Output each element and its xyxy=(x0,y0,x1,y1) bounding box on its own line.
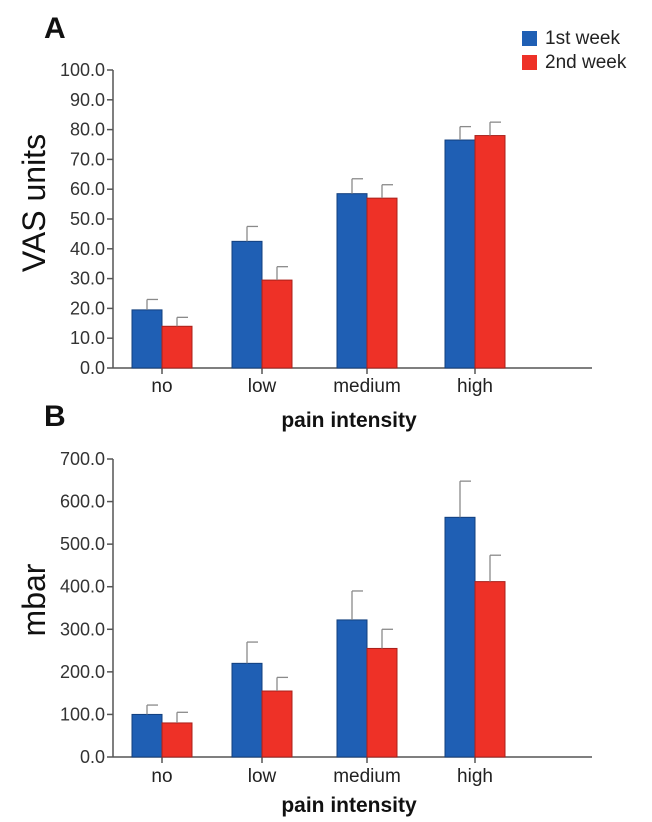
bar-week2-low xyxy=(261,279,293,369)
y-tick-label: 500.0 xyxy=(60,534,105,554)
bar-week1-no xyxy=(131,713,163,758)
y-tick-label: 100.0 xyxy=(60,60,105,80)
bar-week2-medium xyxy=(366,197,398,369)
bar-week2-high xyxy=(474,135,506,369)
y-tick-label: 700.0 xyxy=(60,449,105,469)
y-tick-label: 80.0 xyxy=(70,120,105,140)
legend-label-week2: 2nd week xyxy=(545,52,627,73)
panel-b-x-axis-title: pain intensity xyxy=(281,794,417,817)
bar-week1-medium xyxy=(336,193,368,369)
legend-label-week1: 1st week xyxy=(545,28,620,49)
y-tick-label: 50.0 xyxy=(70,209,105,229)
y-tick-label: 400.0 xyxy=(60,577,105,597)
panel-b-label: B xyxy=(44,400,66,433)
panel-b-y-axis-title: mbar xyxy=(16,563,52,636)
y-tick-label: 20.0 xyxy=(70,298,105,318)
y-tick-label: 10.0 xyxy=(70,328,105,348)
y-tick-label: 40.0 xyxy=(70,239,105,259)
legend-swatch-week2 xyxy=(522,55,537,70)
bar-week2-no xyxy=(161,722,193,758)
y-tick-label: 60.0 xyxy=(70,179,105,199)
panel-a: A VAS units pain intensity 0.0 10.0 20.0 30… xyxy=(16,12,592,432)
y-tick-label: 0.0 xyxy=(80,747,105,767)
panel-b-marks: 0.0 100.0 200.0 300.0 400.0 500.0 600.0 700.0 no… xyxy=(60,449,592,787)
y-tick-label: 100.0 xyxy=(60,704,105,724)
panel-a-marks: 0.0 10.0 20.0 30.0 40.0 50.0 60.0 70.0 80.0 90.0 1… xyxy=(60,60,592,397)
bar-week1-high xyxy=(444,139,476,369)
panel-b: B mbar pain intensity 0.0 100.0 200.0 300.0… xyxy=(16,400,592,817)
x-tick-label: no xyxy=(151,766,172,787)
y-tick-label: 200.0 xyxy=(60,662,105,682)
x-tick-label: high xyxy=(457,766,493,787)
panel-a-x-axis-title: pain intensity xyxy=(281,409,417,432)
panel-a-y-axis-title: VAS units xyxy=(16,134,52,272)
x-tick-label: low xyxy=(248,766,277,787)
y-tick-label: 0.0 xyxy=(80,358,105,378)
bar-week1-high xyxy=(444,516,476,758)
x-tick-label: high xyxy=(457,376,493,397)
bar-week1-no xyxy=(131,309,163,369)
bar-week1-low xyxy=(231,240,263,369)
x-tick-label: no xyxy=(151,376,172,397)
legend: 1st week 2nd week xyxy=(522,28,627,73)
panel-a-label: A xyxy=(44,12,66,45)
x-tick-label: medium xyxy=(333,766,401,787)
y-tick-label: 90.0 xyxy=(70,90,105,110)
bar-week2-no xyxy=(161,325,193,369)
bar-week2-high xyxy=(474,581,506,758)
bar-week2-low xyxy=(261,690,293,758)
bar-week2-medium xyxy=(366,647,398,758)
y-tick-label: 300.0 xyxy=(60,619,105,639)
legend-swatch-week1 xyxy=(522,31,537,46)
y-tick-label: 70.0 xyxy=(70,149,105,169)
y-tick-label: 30.0 xyxy=(70,269,105,289)
bar-week1-medium xyxy=(336,619,368,758)
x-tick-label: medium xyxy=(333,376,401,397)
x-tick-label: low xyxy=(248,376,277,397)
y-tick-label: 600.0 xyxy=(60,492,105,512)
bar-week1-low xyxy=(231,662,263,758)
